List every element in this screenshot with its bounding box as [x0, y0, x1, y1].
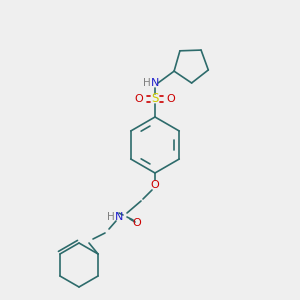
- Text: S: S: [151, 92, 159, 106]
- Text: O: O: [135, 94, 143, 104]
- Text: O: O: [133, 218, 141, 228]
- Text: N: N: [151, 78, 159, 88]
- Text: H: H: [143, 78, 151, 88]
- Text: N: N: [115, 212, 123, 222]
- Text: O: O: [151, 180, 159, 190]
- Text: O: O: [167, 94, 176, 104]
- Text: H: H: [107, 212, 115, 222]
